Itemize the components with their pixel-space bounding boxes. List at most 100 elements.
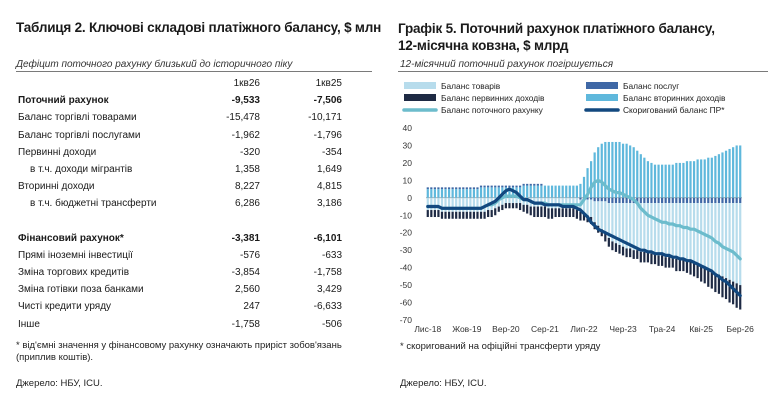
- bar-segment: [639, 203, 642, 252]
- bar-segment: [533, 185, 536, 198]
- bar-segment: [625, 143, 628, 198]
- bar-segment: [696, 197, 699, 204]
- bar-segment: [607, 141, 610, 198]
- bar-segment: [607, 197, 610, 204]
- bar-segment: [650, 253, 653, 265]
- bar-segment: [444, 187, 447, 190]
- table-row: Фінансовий рахунок* -3,381 -6,101: [16, 231, 372, 248]
- bar-segment: [561, 208, 564, 218]
- bar-segment: [533, 206, 536, 218]
- bar-segment: [614, 141, 618, 198]
- bar-segment: [458, 189, 461, 198]
- bar-segment: [661, 255, 664, 266]
- bar-segment: [739, 285, 742, 310]
- bar-segment: [430, 197, 433, 211]
- bar-segment: [664, 257, 667, 268]
- bar-segment: [728, 148, 731, 198]
- x-tick-label: Тра-24: [649, 324, 676, 334]
- bar-segment: [732, 197, 735, 204]
- bar-segment: [554, 185, 557, 198]
- bar-segment: [646, 203, 650, 252]
- bar-segment: [504, 203, 507, 209]
- bar-segment: [600, 143, 603, 198]
- table-row: Інше -1,758 -506: [16, 317, 372, 334]
- bar-segment: [487, 210, 490, 218]
- bar-segment: [472, 197, 476, 212]
- bar-segment: [618, 244, 621, 254]
- bar-segment: [728, 197, 731, 204]
- bar-segment: [536, 206, 539, 218]
- bar-segment: [511, 203, 515, 209]
- bar-segment: [724, 197, 728, 204]
- bar-segment: [739, 203, 742, 286]
- bar-segment: [455, 187, 458, 190]
- bar-segment: [671, 164, 674, 198]
- bar-segment: [497, 197, 500, 207]
- bar-segment: [703, 267, 706, 284]
- bar-segment: [643, 197, 646, 204]
- bar-segment: [501, 185, 504, 188]
- bar-segment: [714, 197, 717, 204]
- bar-segment: [625, 248, 628, 258]
- bar-segment: [700, 159, 703, 198]
- x-tick-label: Лип-22: [570, 324, 597, 334]
- row-value-1kv25: -1,796: [313, 129, 342, 141]
- bar-segment: [735, 283, 738, 308]
- bar-segment: [536, 185, 539, 198]
- table-row: Зміна готівки поза банками 2,560 3,429: [16, 282, 372, 299]
- series-line-adjusted-balance: [426, 187, 742, 298]
- row-value-1kv25: -506: [321, 318, 342, 330]
- bar-segment: [721, 152, 724, 198]
- row-label: Баланс торгівлі послугами: [18, 129, 141, 141]
- row-label: Зміна готівки поза банками: [18, 284, 144, 296]
- bar-segment: [724, 278, 728, 300]
- bar-segment: [675, 203, 678, 259]
- bar-segment: [636, 203, 639, 251]
- bar-segment: [529, 206, 532, 216]
- bar-segment: [469, 197, 472, 212]
- bar-segment: [472, 211, 476, 219]
- legend-swatch: [586, 82, 618, 89]
- bar-segment: [575, 185, 578, 198]
- table-row: Поточний рахунок -9,533 -7,506: [16, 93, 372, 110]
- bar-segment: [508, 185, 511, 188]
- y-tick-label: -60: [400, 298, 413, 308]
- bar-segment: [479, 211, 483, 219]
- bar-segment: [618, 197, 621, 204]
- bar-segment: [646, 197, 650, 204]
- bar-segment: [703, 197, 706, 204]
- row-label: Фінансовий рахунок*: [18, 232, 124, 244]
- y-tick-label: -20: [400, 228, 413, 238]
- bar-segment: [607, 203, 610, 238]
- row-value-1kv25: -1,758: [313, 267, 342, 279]
- bar-segment: [621, 246, 625, 256]
- bar-segment: [426, 189, 429, 198]
- bar-segment: [625, 197, 628, 204]
- bar-segment: [479, 185, 483, 188]
- x-tick-label: Жов-19: [452, 324, 482, 334]
- bar-segment: [497, 185, 500, 188]
- row-label: Баланс торгівлі товарами: [18, 112, 137, 124]
- table-row: Баланс торгівлі послугами -1,962 -1,796: [16, 128, 372, 145]
- current-account-chart-panel: Графік 5. Поточний рахунок платіжного ба…: [398, 0, 784, 408]
- bar-segment: [426, 197, 429, 211]
- bar-segment: [462, 211, 465, 219]
- bar-segment: [657, 197, 660, 204]
- x-tick-label: Лис-18: [414, 324, 441, 334]
- bar-segment: [590, 199, 593, 218]
- bar-segment: [607, 237, 610, 247]
- bar-segment: [558, 208, 561, 218]
- bar-segment: [511, 197, 515, 204]
- table-row: в т.ч. доходи мігрантів 1,358 1,649: [16, 162, 372, 179]
- y-tick-label: 10: [403, 175, 413, 185]
- bar-segment: [735, 197, 738, 204]
- bar-segment: [739, 145, 742, 198]
- y-tick-label: 40: [403, 123, 413, 133]
- bar-segment: [590, 197, 593, 200]
- bar-segment: [444, 197, 447, 212]
- x-tick-label: Кві-25: [689, 324, 713, 334]
- bar-segment: [447, 197, 451, 212]
- bar-segment: [447, 211, 451, 219]
- bar-segment: [714, 203, 717, 273]
- bar-segment: [710, 271, 713, 289]
